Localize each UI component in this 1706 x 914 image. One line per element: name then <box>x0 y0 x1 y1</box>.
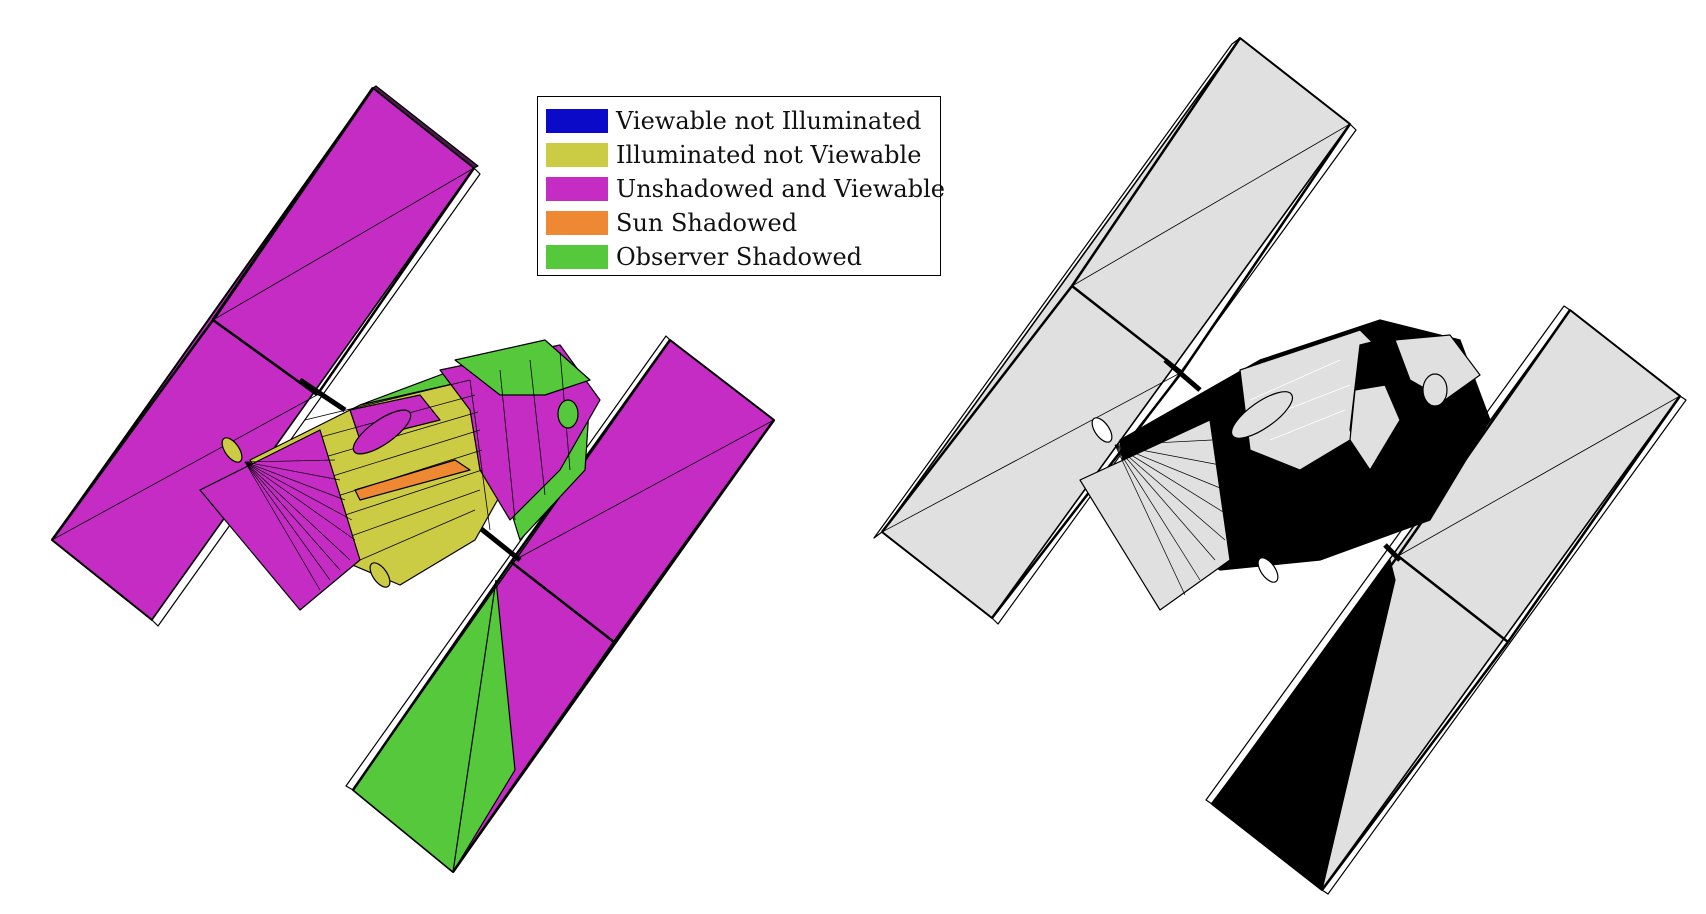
right-telescope-body <box>1079 319 1491 611</box>
legend-item: Illuminated not Viewable <box>546 138 940 172</box>
right-satellite-rendering <box>873 37 1687 895</box>
legend-swatch <box>546 245 608 269</box>
legend-item: Sun Shadowed <box>546 206 940 240</box>
legend-item: Viewable not Illuminated <box>546 104 940 138</box>
right-upper-solar-array <box>873 37 1357 625</box>
legend-item: Unshadowed and Viewable <box>546 172 945 206</box>
left-satellite-rendering <box>50 85 776 873</box>
right-lower-solar-array <box>1205 305 1687 895</box>
legend-swatch <box>546 177 608 201</box>
legend: Viewable not Illuminated Illuminated not… <box>537 96 945 276</box>
legend-label: Viewable not Illuminated <box>616 107 922 135</box>
legend-swatch <box>546 109 608 133</box>
legend-label: Observer Shadowed <box>616 243 863 271</box>
left-telescope-body <box>199 339 601 611</box>
legend-swatch <box>546 211 608 235</box>
legend-swatch <box>546 143 608 167</box>
legend-item: Observer Shadowed <box>546 240 940 274</box>
legend-label: Sun Shadowed <box>616 209 798 237</box>
legend-label: Illuminated not Viewable <box>616 141 922 169</box>
left-boom <box>298 377 347 413</box>
left-lower-solar-array <box>345 335 776 873</box>
legend-label: Unshadowed and Viewable <box>616 175 945 203</box>
